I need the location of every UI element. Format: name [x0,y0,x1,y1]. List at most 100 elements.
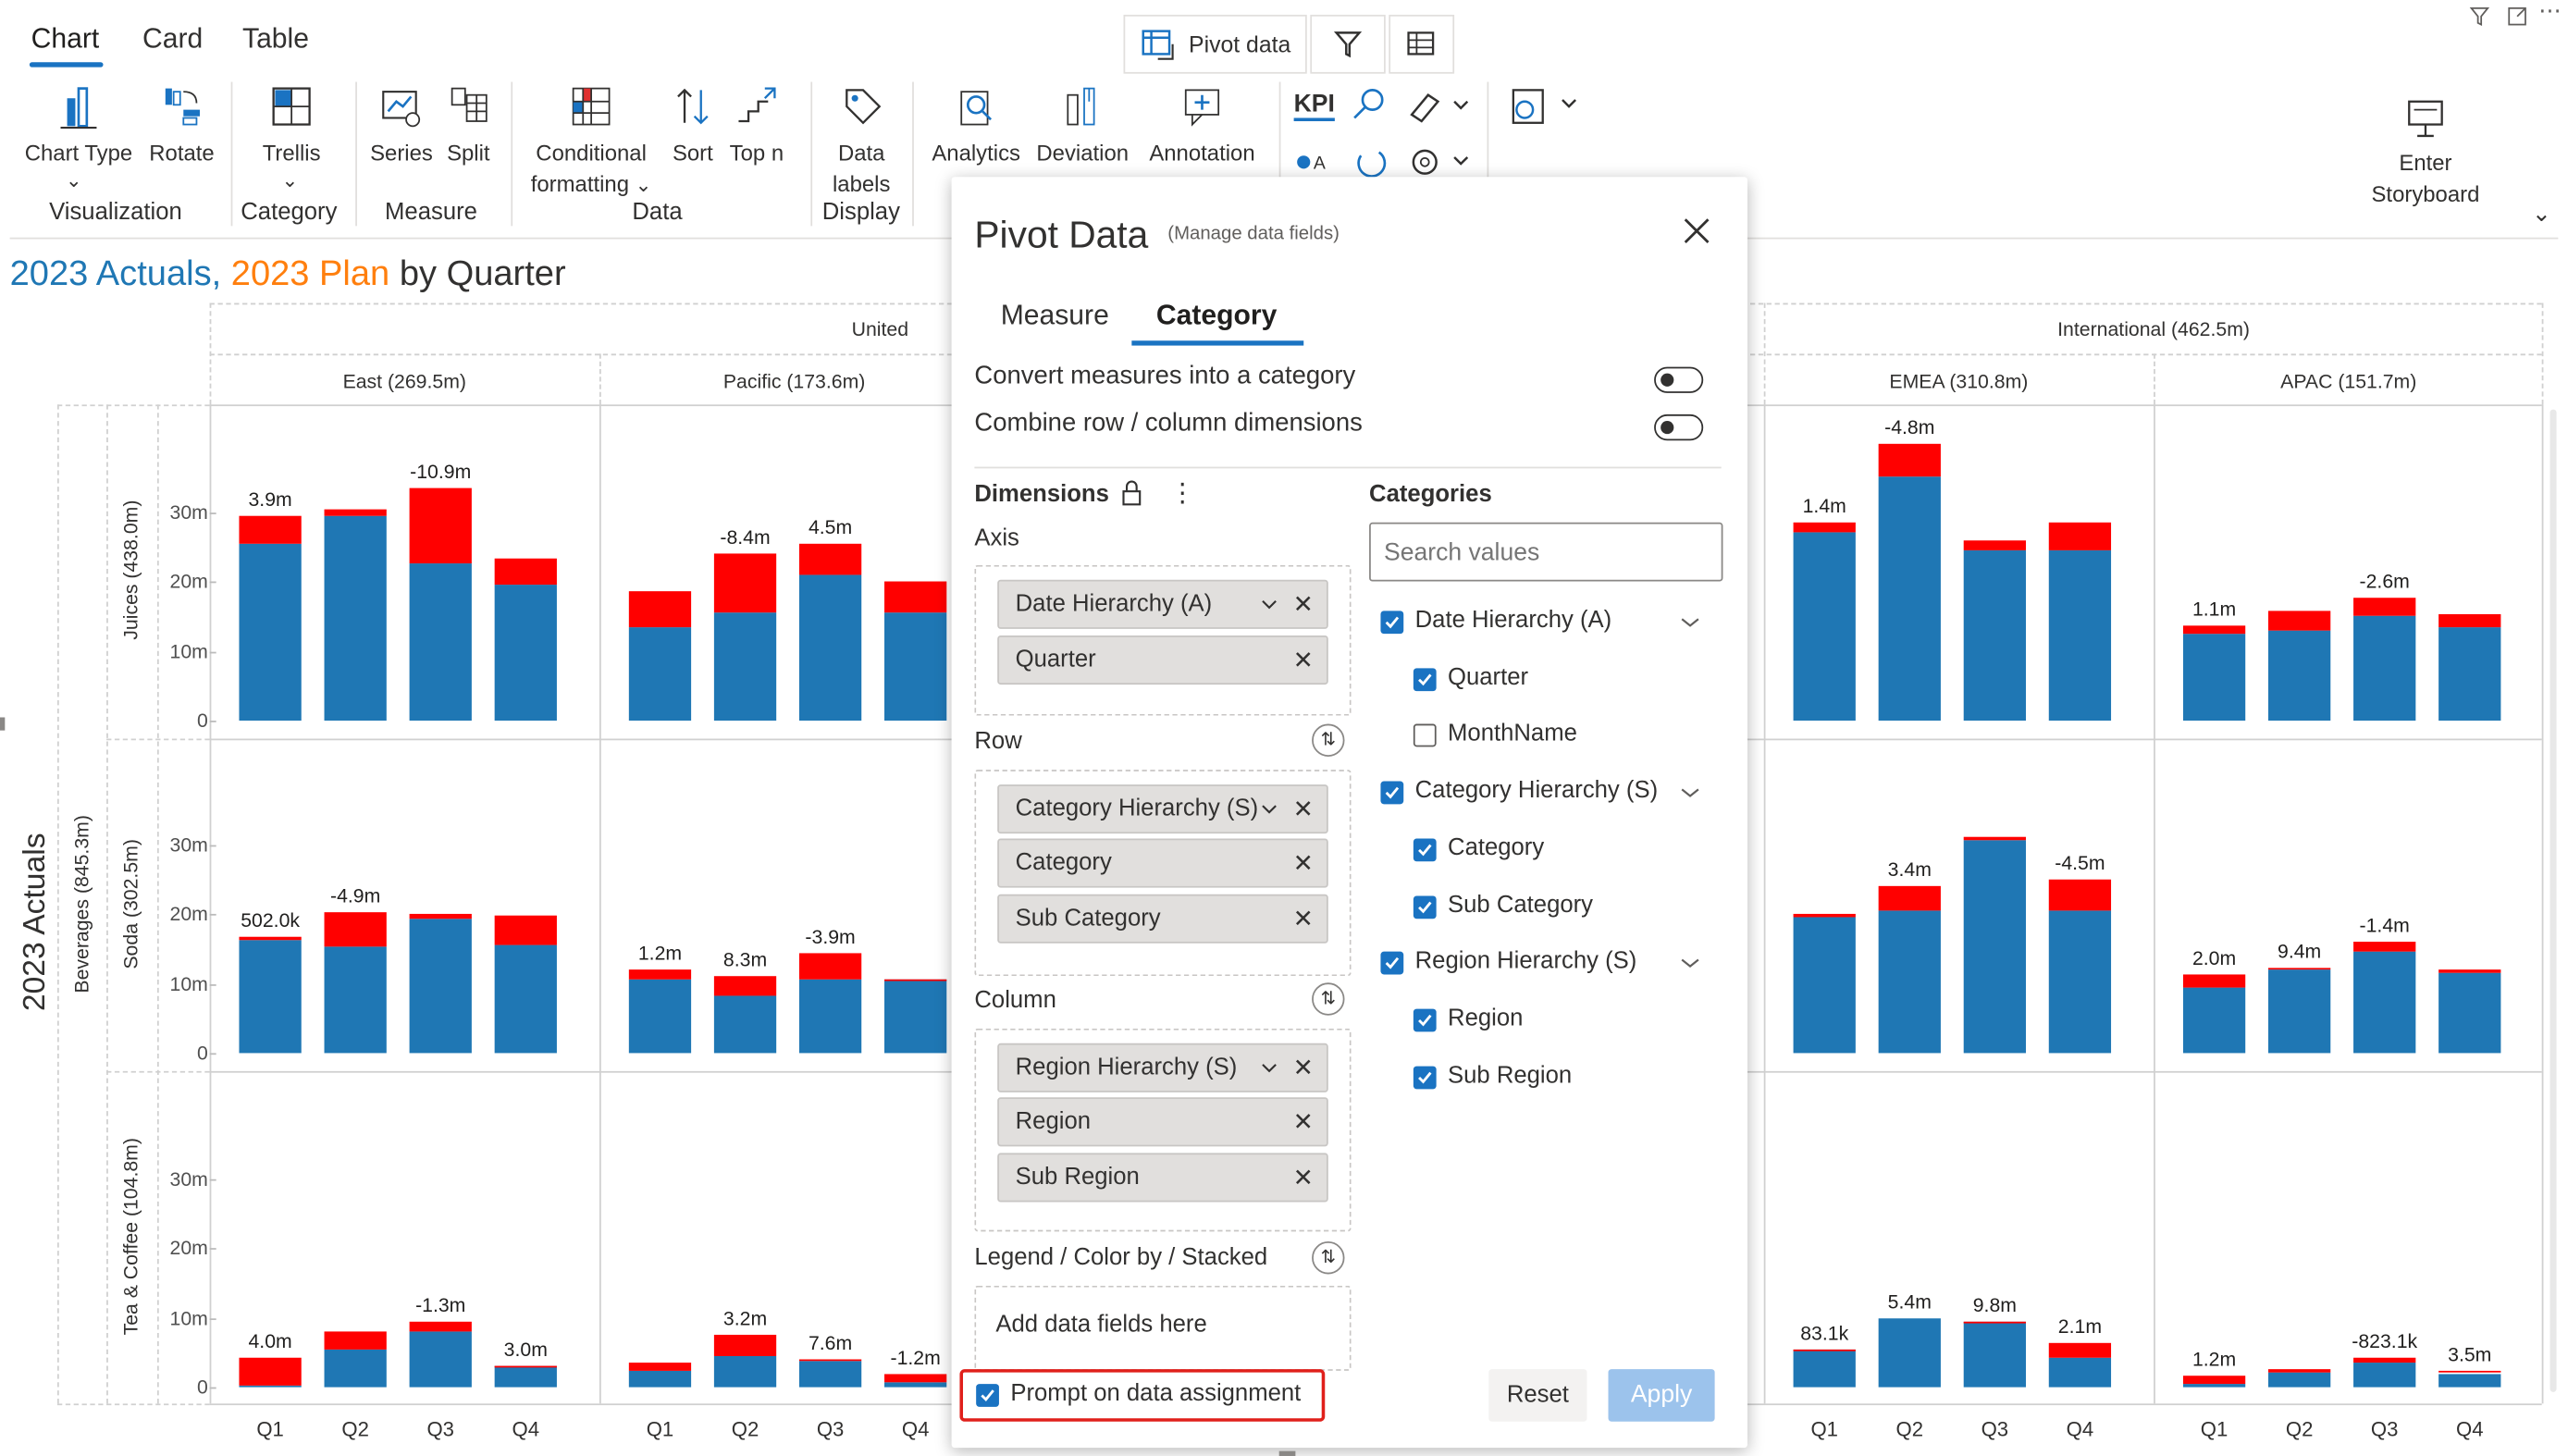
bar-variance[interactable] [798,1359,862,1362]
bar-actual[interactable] [1963,549,2026,722]
row-header-tea-coffee[interactable]: Tea & Coffee (104.8m) [119,1138,143,1336]
bar-variance[interactable] [494,558,557,586]
bar-variance[interactable] [798,543,862,575]
analytics-button[interactable]: Analytics [927,82,1025,169]
remove-icon[interactable]: ✕ [1292,1164,1314,1192]
row-header-soda[interactable]: Soda (302.5m) [119,839,143,969]
row-chip-sub-category[interactable]: Sub Category ✕ [997,894,1328,944]
bar-actual[interactable] [884,612,947,722]
bar-actual[interactable] [409,918,472,1054]
remove-icon[interactable]: ✕ [1292,1108,1314,1137]
chevron-down-icon[interactable] [1680,616,1699,629]
bar-variance[interactable] [494,1365,557,1367]
bar-variance[interactable] [884,581,947,613]
bar-variance[interactable] [798,953,862,981]
bar-actual[interactable] [713,1356,777,1388]
bar-actual[interactable] [324,1349,387,1388]
tree-checkbox[interactable] [1380,951,1404,975]
pivot-data-button[interactable]: Pivot data [1123,14,1307,74]
bar-actual[interactable] [1793,532,1856,722]
bar-variance[interactable] [2268,611,2331,631]
bar-actual[interactable] [2048,1357,2112,1388]
more-options-icon[interactable]: ⋯ [2538,0,2562,23]
row-dropzone[interactable]: Category Hierarchy (S) ✕ Category ✕ Sub … [974,770,1352,977]
bar-actual[interactable] [628,978,692,1054]
bar-actual[interactable] [2438,972,2501,1054]
bar-variance[interactable] [713,976,777,995]
data-labels-button[interactable]: Data labels [824,82,899,200]
tab-measure[interactable]: Measure [1000,300,1109,331]
export-settings-icon[interactable] [1503,85,1582,128]
tree-checkbox[interactable] [1413,895,1437,919]
bar-actual[interactable] [409,1331,472,1388]
col-group-header-international[interactable]: International (462.5m) [2057,317,2251,341]
prompt-checkbox[interactable] [976,1384,999,1407]
bar-variance[interactable] [494,916,557,945]
tab-chart[interactable]: Chart [31,22,100,55]
resize-handle-bottom[interactable] [1278,1450,1296,1456]
bar-variance[interactable] [1793,523,1856,533]
bar-actual[interactable] [2438,1373,2501,1388]
bar-actual[interactable] [2268,1372,2331,1388]
filter-settings-button[interactable] [1310,14,1386,74]
axis-dropzone[interactable]: Date Hierarchy (A) ✕ Quarter ✕ [974,564,1352,716]
bar-variance[interactable] [239,515,302,544]
deviation-button[interactable]: Deviation [1031,82,1133,169]
conditional-formatting-button[interactable]: Conditional formatting ⌄ [521,82,661,202]
bar-actual[interactable] [884,1382,947,1388]
bar-variance[interactable] [2353,942,2416,953]
convert-measures-toggle[interactable] [1654,366,1704,393]
split-button[interactable]: Split [438,82,498,169]
bar-actual[interactable] [798,574,862,722]
bar-actual[interactable] [1793,1349,1856,1388]
top-n-button[interactable]: Top n [724,82,790,169]
chart-type-button[interactable]: Chart Type [23,82,134,169]
tab-table[interactable]: Table [242,22,309,55]
bar-variance[interactable] [2438,969,2501,973]
trellis-chevron-icon[interactable]: ⌄ [281,168,299,192]
bar-actual[interactable] [1878,476,1941,722]
bar-actual[interactable] [798,980,862,1054]
tree-checkbox[interactable] [1413,1008,1437,1032]
trellis-button[interactable]: Trellis [249,82,334,169]
bar-actual[interactable] [409,563,472,722]
tab-category[interactable]: Category [1155,300,1278,331]
bar-variance[interactable] [2438,1370,2501,1374]
bar-variance[interactable] [324,510,387,516]
bar-actual[interactable] [494,585,557,722]
tree-checkbox[interactable] [1413,1066,1437,1090]
bar-actual[interactable] [239,1386,302,1388]
gear-icon[interactable] [1405,144,1474,180]
tab-card[interactable]: Card [142,22,204,55]
legend-dropzone[interactable]: Add data fields here [974,1285,1352,1371]
bar-actual[interactable] [2268,630,2331,722]
expand-icon[interactable] [2506,5,2529,28]
bar-actual[interactable] [2353,952,2416,1054]
bar-variance[interactable] [2048,1342,2112,1358]
bar-actual[interactable] [2048,549,2112,722]
bar-actual[interactable] [1878,910,1941,1054]
column-dropzone[interactable]: Region Hierarchy (S) ✕ Region ✕ Sub Regi… [974,1028,1352,1232]
bar-variance[interactable] [1793,914,1856,918]
bar-variance[interactable] [2268,1369,2331,1373]
bar-actual[interactable] [494,1366,557,1388]
swap-legend-icon[interactable]: ⇅ [1312,1241,1345,1275]
combine-dimensions-toggle[interactable] [1654,413,1704,441]
search-icon[interactable] [1350,85,1389,124]
bar-variance[interactable] [1963,1321,2026,1323]
remove-icon[interactable]: ✕ [1292,1055,1314,1083]
chevron-down-icon[interactable] [1261,1061,1278,1074]
lock-icon[interactable] [1120,480,1143,506]
bar-actual[interactable] [494,944,557,1054]
chart-type-chevron-icon[interactable]: ⌄ [65,168,82,192]
bar-actual[interactable] [239,543,302,722]
bar-actual[interactable] [324,515,387,722]
bar-variance[interactable] [2268,967,2331,970]
bar-actual[interactable] [713,612,777,722]
bar-variance[interactable] [1878,443,1941,477]
bar-variance[interactable] [324,912,387,947]
tree-checkbox[interactable] [1413,838,1437,862]
series-button[interactable]: Series [370,82,433,169]
bar-variance[interactable] [409,1322,472,1332]
sort-button[interactable]: Sort [667,82,720,169]
